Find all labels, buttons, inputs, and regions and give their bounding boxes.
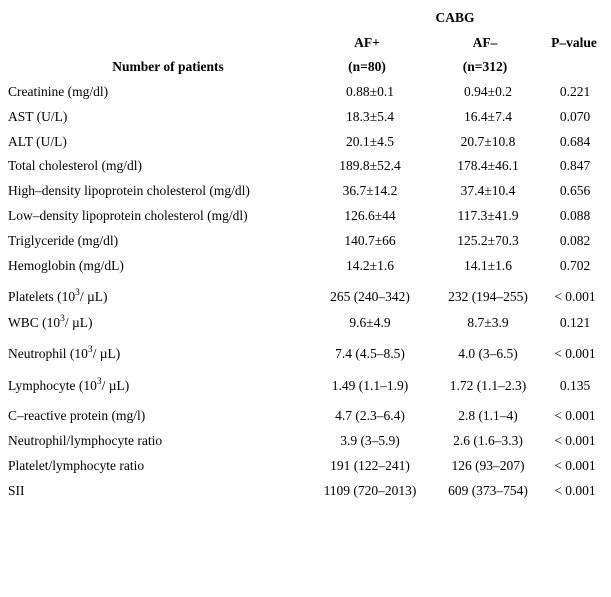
label-text: Neutrophil/lymphocyte ratio: [8, 433, 163, 448]
label-text: C–reactive protein (mg/l): [8, 408, 146, 423]
table-cell: 0.121: [559, 315, 591, 330]
table-cell: 2.8 (1.1–4): [458, 408, 518, 423]
label-text: Lymphocyte (10: [8, 378, 97, 393]
row-label: Low–density lipoprotein cholesterol (mg/…: [8, 208, 248, 224]
row-label: Triglyceride (mg/dl): [8, 233, 118, 249]
table-cell: 178.4±46.1: [457, 158, 519, 173]
table-cell: 0.88±0.1: [346, 84, 394, 99]
table-cell: 125.2±70.3: [457, 233, 519, 248]
table-cell: 140.7±66: [344, 233, 396, 248]
table-cell: 232 (194–255): [448, 289, 528, 304]
row-label: WBC (103/ µL): [8, 314, 93, 331]
table-cell: 0.94±0.2: [464, 84, 512, 99]
label-text: WBC (10: [8, 315, 61, 330]
row-label: Platelets (103/ µL): [8, 288, 108, 305]
row-label: High–density lipoprotein cholesterol (mg…: [8, 183, 250, 199]
table-cell: < 0.001: [554, 346, 596, 361]
table-cell: 14.2±1.6: [346, 258, 394, 273]
row-label-header: Number of patients: [112, 59, 224, 74]
table-cell: 0.684: [559, 134, 591, 149]
table-cell: 20.7±10.8: [460, 134, 516, 149]
table-cell: 37.4±10.4: [460, 183, 516, 198]
table-cell: 7.4 (4.5–8.5): [335, 346, 405, 361]
label-superscript: 3: [87, 345, 93, 355]
table-cell: 126 (93–207): [451, 458, 525, 473]
table-cell: 0.656: [559, 183, 591, 198]
table-cell: 1.72 (1.1–2.3): [449, 378, 527, 393]
table-cell: 1.49 (1.1–1.9): [331, 378, 409, 393]
label-text: Platelet/lymphocyte ratio: [8, 458, 145, 473]
table-cell: 16.4±7.4: [464, 109, 512, 124]
table-cell: 117.3±41.9: [457, 208, 519, 223]
table-cell: 609 (373–754): [448, 483, 528, 498]
table-cell: < 0.001: [554, 289, 596, 304]
table-cell: 0.702: [559, 258, 591, 273]
table-cell: < 0.001: [554, 433, 596, 448]
column-header: AF+: [354, 35, 380, 50]
table-cell: 3.9 (3–5.9): [340, 433, 400, 448]
table-cell: 4.7 (2.3–6.4): [335, 408, 405, 423]
label-text: Neutrophil (10: [8, 346, 88, 361]
table-cell: 126.6±44: [344, 208, 396, 223]
row-label: Neutrophil (103/ µL): [8, 345, 121, 362]
label-superscript: 3: [60, 314, 65, 324]
table-cell: 265 (240–342): [330, 289, 410, 304]
table-cell: 4.0 (3–6.5): [458, 346, 518, 361]
table-cell: < 0.001: [554, 483, 596, 498]
column-header: AF–: [472, 35, 498, 50]
row-label: Creatinine (mg/dl): [8, 84, 108, 100]
table-cell: 0.082: [559, 233, 591, 248]
table-cell: 189.8±52.4: [339, 158, 401, 173]
label-text: Hemoglobin (mg/dL): [8, 258, 124, 273]
table-cell: 36.7±14.2: [342, 183, 398, 198]
table-cell: 0.135: [559, 378, 591, 393]
label-superscript: 3: [75, 288, 80, 298]
table-cell: 18.3±5.4: [346, 109, 394, 124]
label-text: ALT (U/L): [8, 134, 67, 149]
table-cell: 0.070: [559, 109, 591, 124]
table-cell: 1109 (720–2013): [323, 483, 417, 498]
row-label: Platelet/lymphocyte ratio: [8, 458, 144, 474]
group-header: CABG: [435, 10, 475, 25]
row-label: Neutrophil/lymphocyte ratio: [8, 433, 162, 449]
label-unit: / µL): [64, 315, 93, 330]
label-text: Total cholesterol (mg/dl): [8, 158, 143, 173]
label-unit: / µL): [101, 378, 130, 393]
row-label: SII: [8, 483, 25, 499]
table-cell: 14.1±1.6: [464, 258, 512, 273]
label-text: AST (U/L): [8, 109, 68, 124]
row-label: C–reactive protein (mg/l): [8, 408, 145, 424]
label-text: SII: [8, 483, 25, 498]
table-cell: 0.221: [559, 84, 591, 99]
column-header: P–value: [551, 35, 597, 50]
table-cell: 8.7±3.9: [467, 315, 509, 330]
label-text: Creatinine (mg/dl): [8, 84, 109, 99]
row-label: AST (U/L): [8, 109, 67, 125]
label-superscript: 3: [96, 377, 102, 387]
row-label: ALT (U/L): [8, 134, 67, 150]
table-cell: 2.6 (1.6–3.3): [453, 433, 523, 448]
table-cell: 0.088: [559, 208, 591, 223]
count-header: (n=312): [462, 59, 508, 74]
count-header: (n=80): [348, 59, 386, 74]
table-cell: < 0.001: [554, 458, 596, 473]
label-unit: / µL): [79, 289, 108, 304]
table-cell: 9.6±4.9: [349, 315, 391, 330]
label-text: High–density lipoprotein cholesterol (mg…: [8, 183, 250, 198]
label-unit: / µL): [92, 346, 121, 361]
table-cell: 20.1±4.5: [346, 134, 394, 149]
table-cell: 0.847: [559, 158, 591, 173]
table-cell: 191 (122–241): [330, 458, 410, 473]
table-cell: < 0.001: [554, 408, 596, 423]
label-text: Low–density lipoprotein cholesterol (mg/…: [8, 208, 248, 223]
label-text: Triglyceride (mg/dl): [8, 233, 119, 248]
row-label: Lymphocyte (103/ µL): [8, 377, 130, 394]
row-label: Total cholesterol (mg/dl): [8, 158, 142, 174]
label-text: Platelets (10: [8, 289, 76, 304]
row-label: Hemoglobin (mg/dL): [8, 258, 124, 274]
